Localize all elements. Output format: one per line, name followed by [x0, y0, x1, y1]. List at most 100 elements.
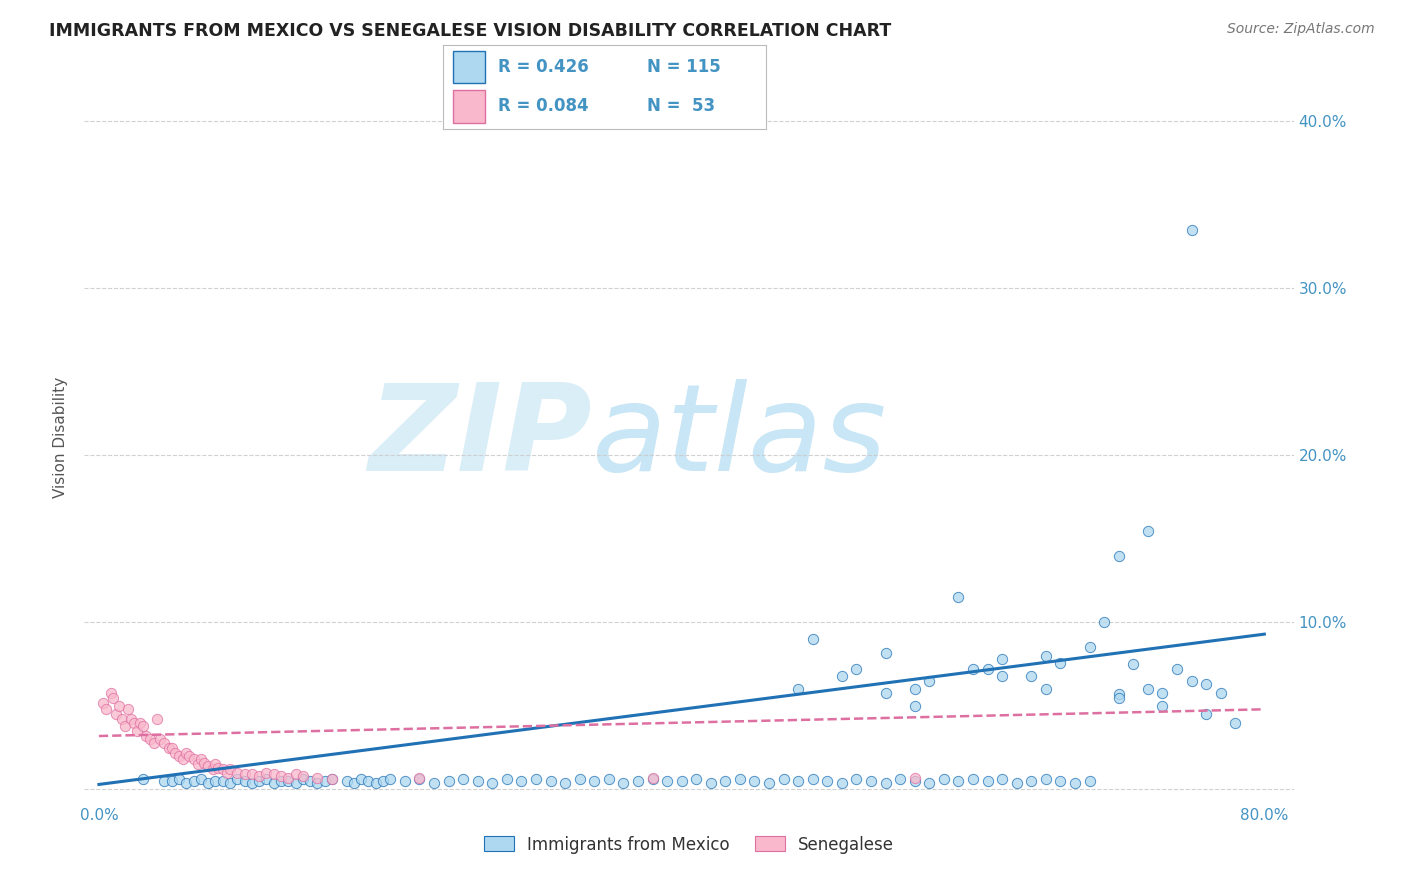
Point: [160, 740, 183, 755]
Point: [284, 767, 307, 781]
Point: [904, 698, 927, 713]
Point: [336, 774, 359, 789]
Point: [1152, 698, 1174, 713]
Point: [256, 765, 278, 780]
Point: [291, 769, 314, 783]
Point: [976, 662, 998, 676]
Point: [277, 774, 299, 789]
Point: [685, 772, 707, 787]
Point: [1180, 223, 1202, 237]
Point: [307, 776, 329, 790]
Point: [758, 776, 780, 790]
Text: N = 115: N = 115: [647, 58, 720, 76]
Point: [321, 772, 343, 787]
Point: [117, 702, 139, 716]
Point: [1049, 656, 1071, 670]
Point: [904, 771, 927, 785]
Point: [1035, 772, 1057, 787]
Point: [1152, 685, 1174, 699]
Point: [357, 774, 380, 789]
Point: [299, 774, 322, 789]
Point: [179, 749, 201, 764]
Point: [1108, 549, 1130, 563]
Point: [831, 776, 853, 790]
Point: [991, 652, 1014, 666]
Point: [201, 763, 224, 777]
Point: [394, 774, 416, 789]
Point: [153, 736, 176, 750]
Point: [131, 719, 153, 733]
Point: [176, 776, 198, 790]
Point: [226, 772, 249, 787]
Point: [408, 771, 430, 785]
Point: [1195, 707, 1218, 722]
Point: [1005, 776, 1028, 790]
Point: [1035, 682, 1057, 697]
Point: [111, 712, 134, 726]
Point: [100, 685, 122, 699]
Point: [655, 774, 678, 789]
Point: [103, 690, 125, 705]
Point: [197, 759, 219, 773]
Point: [1180, 673, 1202, 688]
Point: [918, 776, 941, 790]
Point: [801, 632, 824, 647]
Point: [263, 776, 285, 790]
Point: [1136, 524, 1159, 538]
Point: [163, 746, 186, 760]
Text: R = 0.084: R = 0.084: [498, 97, 589, 115]
Point: [815, 774, 838, 789]
Point: [204, 774, 226, 789]
Point: [451, 772, 474, 787]
Point: [772, 772, 794, 787]
Point: [131, 772, 153, 787]
Point: [831, 669, 853, 683]
Point: [875, 646, 897, 660]
Point: [190, 752, 212, 766]
Point: [247, 769, 270, 783]
Point: [714, 774, 737, 789]
Point: [481, 776, 503, 790]
Point: [207, 761, 229, 775]
Point: [172, 752, 194, 766]
Point: [1195, 677, 1218, 691]
Point: [671, 774, 693, 789]
Point: [1078, 640, 1101, 655]
Point: [146, 712, 169, 726]
Point: [568, 772, 591, 787]
Point: [122, 715, 145, 730]
Point: [277, 771, 299, 785]
Point: [307, 771, 329, 785]
Point: [991, 772, 1014, 787]
Point: [247, 774, 270, 789]
Point: [495, 772, 517, 787]
Point: [125, 723, 148, 738]
Point: [120, 712, 142, 726]
Point: [1064, 776, 1087, 790]
Point: [139, 732, 162, 747]
Point: [889, 772, 911, 787]
Point: [598, 772, 620, 787]
Point: [240, 767, 263, 781]
Point: [284, 776, 307, 790]
Point: [524, 772, 547, 787]
Text: atlas: atlas: [592, 378, 887, 496]
Point: [128, 715, 150, 730]
Point: [270, 769, 292, 783]
Point: [1092, 615, 1115, 630]
Text: Source: ZipAtlas.com: Source: ZipAtlas.com: [1227, 22, 1375, 37]
Point: [211, 774, 233, 789]
Point: [1122, 657, 1144, 672]
Point: [437, 774, 460, 789]
Point: [1108, 690, 1130, 705]
Point: [904, 774, 927, 789]
Point: [167, 772, 190, 787]
Point: [143, 736, 166, 750]
Text: N =  53: N = 53: [647, 97, 714, 115]
Point: [240, 776, 263, 790]
Point: [510, 774, 533, 789]
Point: [204, 757, 226, 772]
Point: [197, 776, 219, 790]
Point: [114, 719, 136, 733]
Point: [211, 763, 233, 777]
